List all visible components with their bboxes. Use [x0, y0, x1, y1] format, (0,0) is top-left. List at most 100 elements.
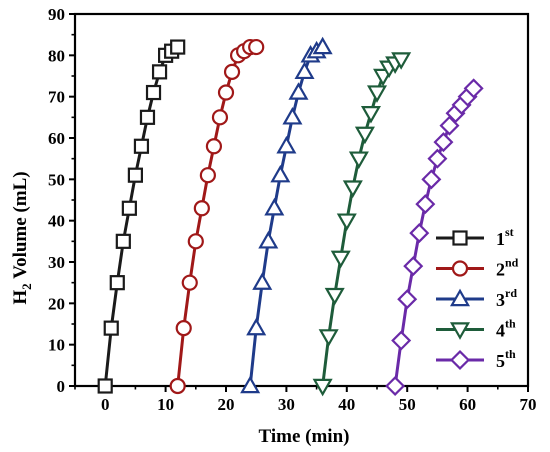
legend-marker: [451, 260, 469, 277]
data-point: [360, 106, 381, 124]
legend-label: 2nd: [496, 256, 519, 280]
series-1st: [97, 39, 186, 394]
data-point: [330, 250, 351, 269]
legend-label-main: 4: [496, 321, 505, 341]
data-point: [187, 233, 204, 250]
data-point: [354, 126, 375, 145]
data-point: [223, 63, 241, 80]
data-point: [169, 377, 186, 395]
y-axis-title: H2 Volume (mL): [10, 171, 34, 304]
y-axis-title-subscript: 2: [19, 283, 34, 290]
data-point: [246, 317, 267, 336]
x-tick-label: 70: [520, 395, 537, 414]
legend-item-4th: 4th: [436, 317, 516, 341]
data-point: [336, 213, 357, 232]
data-point: [366, 85, 388, 103]
data-point: [427, 148, 448, 169]
legend-item-1st: 1st: [436, 225, 514, 249]
data-point: [348, 151, 369, 170]
x-tick-label: 0: [101, 395, 110, 414]
data-point: [205, 138, 223, 155]
data-point: [199, 167, 216, 184]
data-point: [433, 132, 454, 153]
y-tick-label: 10: [48, 336, 65, 355]
series-line: [176, 45, 257, 387]
legend-label-sup: th: [505, 317, 516, 331]
x-axis: 0 10 20 30 40 50 60 70: [74, 386, 537, 414]
data-point: [127, 167, 143, 183]
legend-marker: [449, 322, 471, 340]
data-point: [294, 61, 315, 80]
legend-marker: [449, 349, 471, 371]
legend-label: 4th: [496, 317, 516, 341]
data-point: [397, 289, 418, 310]
data-point: [421, 169, 442, 190]
y-tick-label: 20: [48, 294, 65, 313]
y-tick-label: 70: [48, 88, 65, 107]
data-point: [282, 106, 303, 125]
legend-label-sup: rd: [505, 286, 517, 300]
series-line: [321, 58, 403, 387]
legend: 1st 2nd 3rd 4th 5th: [436, 225, 519, 371]
series-3rd: [240, 36, 333, 394]
x-tick-label: 20: [218, 395, 235, 414]
data-point: [276, 135, 297, 154]
data-point: [175, 320, 192, 337]
legend-label: 5th: [496, 347, 516, 371]
y-tick-label: 40: [48, 212, 65, 231]
legend-marker: [452, 230, 468, 246]
data-point: [240, 375, 261, 394]
data-point: [145, 84, 162, 101]
data-point: [391, 52, 412, 70]
data-point: [318, 329, 339, 347]
x-tick-label: 40: [338, 395, 355, 414]
x-tick-label: 60: [459, 395, 476, 414]
data-point: [288, 82, 309, 100]
data-point: [121, 200, 137, 216]
y-axis: 0 10 20 30 40 50 60 70 80 90: [48, 5, 75, 396]
series-layer: [97, 36, 484, 397]
data-point: [248, 38, 265, 56]
data-point: [211, 109, 229, 126]
data-point: [103, 320, 119, 336]
legend-item-2nd: 2nd: [436, 256, 519, 280]
legend-item-5th: 5th: [436, 347, 516, 371]
y-axis-title-rest: Volume (mL): [10, 171, 31, 283]
x-tick-label: 50: [399, 395, 416, 414]
legend-label-sup: nd: [505, 256, 519, 270]
data-point: [270, 164, 291, 183]
series-5th: [385, 78, 484, 397]
data-point: [324, 287, 345, 306]
legend-item-3rd: 3rd: [436, 286, 517, 310]
series-2nd: [169, 38, 265, 395]
y-tick-label: 30: [48, 253, 65, 272]
data-point: [115, 233, 131, 249]
legend-label-sup: st: [505, 225, 514, 239]
data-point: [403, 256, 424, 277]
data-point: [415, 194, 436, 215]
data-point: [170, 39, 186, 55]
data-point: [181, 274, 198, 291]
y-tick-label: 80: [48, 46, 65, 65]
legend-label-main: 2: [496, 260, 505, 280]
data-point: [264, 197, 285, 216]
data-point: [109, 275, 125, 291]
y-axis-title-base: H: [10, 290, 31, 305]
series-4th: [312, 52, 412, 397]
y-tick-label: 60: [48, 129, 65, 148]
data-point: [342, 180, 363, 198]
x-axis-title: Time (min): [259, 426, 350, 447]
data-point: [151, 64, 168, 80]
y-tick-label: 0: [57, 377, 66, 396]
y-tick-label: 50: [48, 170, 65, 189]
data-point: [193, 200, 210, 217]
x-tick-label: 10: [157, 395, 174, 414]
legend-label: 3rd: [496, 286, 517, 310]
legend-marker: [449, 288, 471, 307]
data-point: [312, 36, 333, 55]
data-point: [97, 378, 113, 394]
data-point: [217, 84, 235, 101]
data-point: [252, 272, 273, 290]
data-point: [133, 138, 150, 154]
